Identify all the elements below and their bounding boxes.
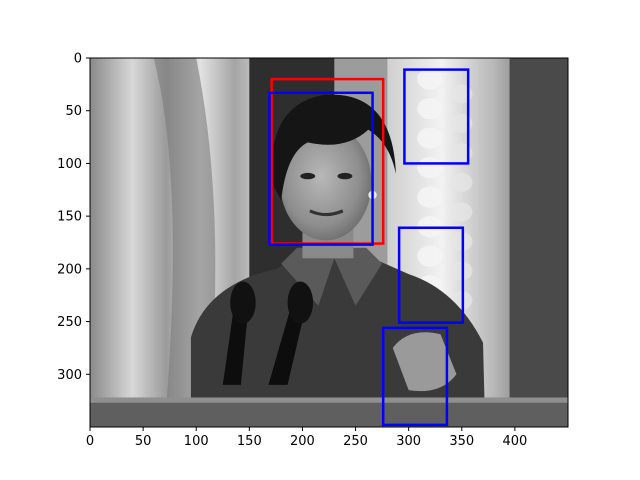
x-tick-label: 100 <box>184 434 209 449</box>
y-tick-label: 250 <box>57 315 82 330</box>
x-tick-label: 0 <box>86 434 94 449</box>
blue-bounding-box-1 <box>268 91 374 246</box>
y-tick-label: 0 <box>74 52 82 67</box>
x-tick-label: 250 <box>343 434 368 449</box>
x-tick-label: 50 <box>135 434 152 449</box>
y-tick-label: 200 <box>57 262 82 277</box>
blue-bounding-box-2 <box>403 68 470 165</box>
x-tick-label: 150 <box>237 434 262 449</box>
photo-image <box>90 58 568 427</box>
y-tick-label: 50 <box>65 104 82 119</box>
y-tick-label: 150 <box>57 210 82 225</box>
bounding-boxes <box>268 68 470 427</box>
x-tick-label: 350 <box>449 434 474 449</box>
x-tick-label: 400 <box>502 434 527 449</box>
y-tick-label: 100 <box>57 157 82 172</box>
blue-bounding-box-4 <box>381 326 449 427</box>
y-tick-label: 300 <box>57 368 82 383</box>
x-tick-label: 300 <box>396 434 421 449</box>
x-tick-label: 200 <box>290 434 315 449</box>
y-axis: 0 50 100 150 200 250 300 <box>57 52 90 383</box>
axes-frame <box>89 57 569 428</box>
x-axis: 0 50 100 150 200 250 300 350 400 <box>86 427 527 449</box>
blue-bounding-box-3 <box>397 226 465 324</box>
